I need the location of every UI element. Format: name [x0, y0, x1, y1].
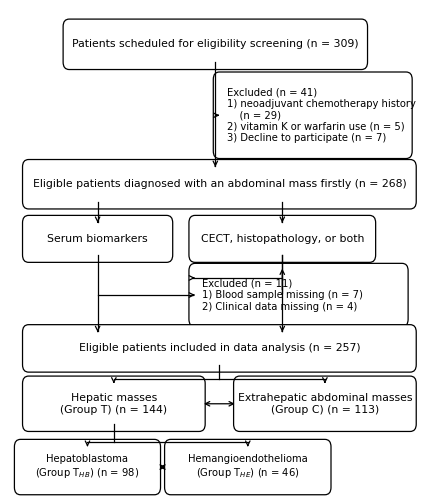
Text: Eligible patients diagnosed with an abdominal mass firstly (n = 268): Eligible patients diagnosed with an abdo…: [33, 179, 406, 189]
FancyBboxPatch shape: [22, 324, 416, 372]
Text: Eligible patients included in data analysis (n = 257): Eligible patients included in data analy…: [79, 344, 360, 353]
Text: Patients scheduled for eligibility screening (n = 309): Patients scheduled for eligibility scree…: [72, 40, 358, 50]
FancyBboxPatch shape: [22, 160, 416, 209]
FancyBboxPatch shape: [22, 376, 205, 432]
FancyBboxPatch shape: [164, 440, 331, 495]
Text: Serum biomarkers: Serum biomarkers: [47, 234, 148, 244]
Text: Hepatic masses
(Group T) (n = 144): Hepatic masses (Group T) (n = 144): [60, 393, 168, 414]
Text: Excluded (n = 41)
1) neoadjuvant chemotherapy history
    (n = 29)
2) vitamin K : Excluded (n = 41) 1) neoadjuvant chemoth…: [227, 87, 416, 144]
Text: Excluded (n = 11)
1) Blood sample missing (n = 7)
2) Clinical data missing (n = : Excluded (n = 11) 1) Blood sample missin…: [202, 278, 363, 312]
FancyBboxPatch shape: [189, 264, 408, 326]
Text: Hemangioendothelioma
(Group T$_{HE}$) (n = 46): Hemangioendothelioma (Group T$_{HE}$) (n…: [188, 454, 308, 480]
FancyBboxPatch shape: [189, 216, 375, 262]
Text: Hepatoblastoma
(Group T$_{HB}$) (n = 98): Hepatoblastoma (Group T$_{HB}$) (n = 98): [35, 454, 139, 480]
FancyBboxPatch shape: [22, 216, 173, 262]
FancyBboxPatch shape: [234, 376, 416, 432]
Text: Extrahepatic abdominal masses
(Group C) (n = 113): Extrahepatic abdominal masses (Group C) …: [238, 393, 412, 414]
FancyBboxPatch shape: [213, 72, 412, 158]
Text: CECT, histopathology, or both: CECT, histopathology, or both: [201, 234, 364, 244]
FancyBboxPatch shape: [14, 440, 160, 495]
FancyBboxPatch shape: [63, 19, 367, 70]
